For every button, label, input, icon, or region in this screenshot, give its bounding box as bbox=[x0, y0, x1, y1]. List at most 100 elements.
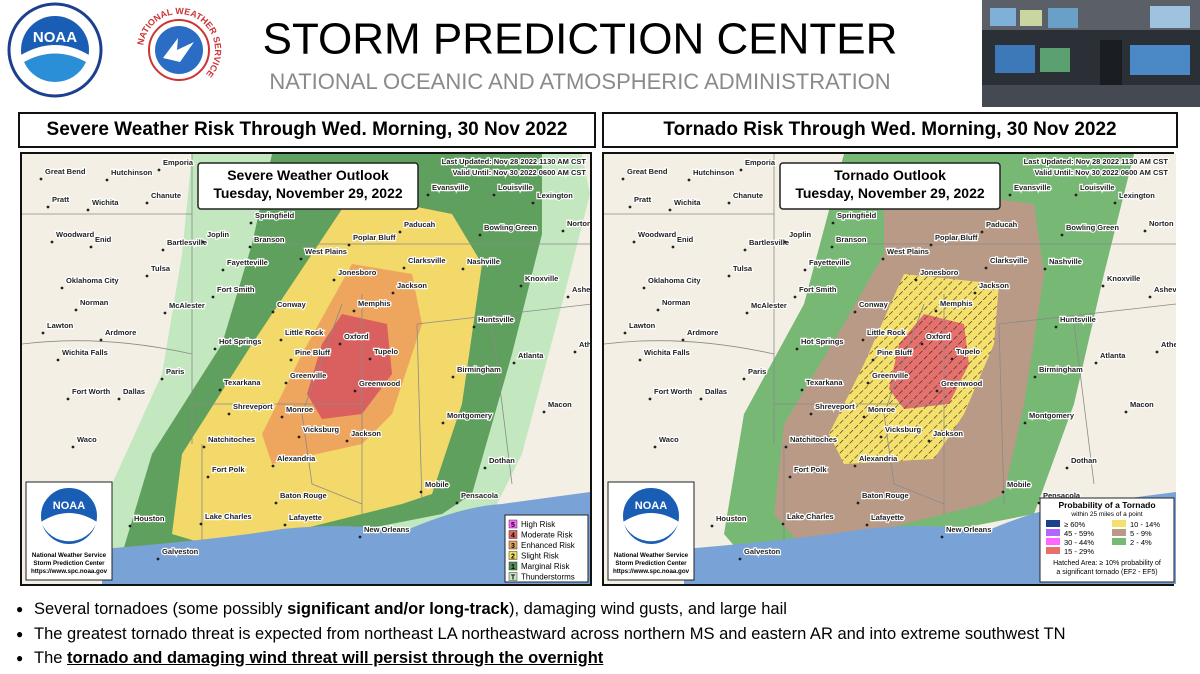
city-label: Bowling Green bbox=[1066, 223, 1119, 232]
city-label: Greenville bbox=[290, 371, 326, 380]
bullet: The greatest tornado threat is expected … bbox=[16, 622, 1200, 647]
city-dot bbox=[128, 524, 132, 528]
bullet-text: ), damaging wind gusts, and large hail bbox=[508, 600, 787, 618]
severe-map: Great Bend Emporia Hutchinson Pratt Wichita C… bbox=[22, 154, 590, 584]
city-label: Dothan bbox=[489, 456, 515, 465]
city-dot bbox=[280, 415, 284, 419]
city-dot bbox=[940, 535, 944, 539]
city-dot bbox=[566, 295, 570, 299]
city-dot bbox=[727, 274, 731, 278]
outlook-date: Tuesday, November 29, 2022 bbox=[213, 185, 403, 201]
city-dot bbox=[461, 267, 465, 271]
city-label: Great Bend bbox=[45, 167, 86, 176]
last-updated: Last Updated: Nov 28 2022 1130 AM CST bbox=[1024, 157, 1169, 166]
city-label: Macon bbox=[1130, 400, 1154, 409]
city-dot bbox=[668, 208, 672, 212]
city-dot bbox=[784, 445, 788, 449]
city-dot bbox=[623, 331, 627, 335]
bullet: The tornado and damaging wind threat wil… bbox=[16, 646, 1200, 671]
city-label: Dallas bbox=[123, 387, 145, 396]
city-label: Norman bbox=[662, 298, 691, 307]
city-dot bbox=[157, 168, 161, 172]
city-label: Waco bbox=[77, 435, 97, 444]
city-dot bbox=[163, 311, 167, 315]
city-dot bbox=[681, 338, 685, 342]
city-label: Birmingham bbox=[457, 365, 501, 374]
city-dot bbox=[41, 331, 45, 335]
city-label: Vicksburg bbox=[885, 425, 922, 434]
city-dot bbox=[248, 245, 252, 249]
city-label: Great Bend bbox=[627, 167, 668, 176]
legend-label: High Risk bbox=[521, 520, 556, 529]
city-label: Wichita bbox=[674, 198, 701, 207]
city-label: Poplar Bluff bbox=[353, 233, 396, 242]
city-dot bbox=[426, 193, 430, 197]
city-dot bbox=[156, 557, 160, 561]
city-label: Fort Smith bbox=[799, 285, 837, 294]
city-label: Monroe bbox=[868, 405, 895, 414]
city-label: Enid bbox=[677, 235, 694, 244]
city-dot bbox=[862, 415, 866, 419]
city-label: Oxford bbox=[926, 332, 951, 341]
city-dot bbox=[161, 248, 165, 252]
city-dot bbox=[671, 245, 675, 249]
city-label: Mobile bbox=[1007, 480, 1031, 489]
bullet-text: Several tornadoes (some possibly bbox=[34, 600, 288, 618]
city-dot bbox=[211, 295, 215, 299]
city-label: Dallas bbox=[705, 387, 727, 396]
city-dot bbox=[39, 177, 43, 181]
header-subtitle: NATIONAL OCEANIC AND ATMOSPHERIC ADMINIS… bbox=[269, 69, 890, 94]
city-dot bbox=[648, 397, 652, 401]
legend-swatch bbox=[1046, 529, 1060, 536]
city-label: Jackson bbox=[933, 429, 963, 438]
city-dot bbox=[727, 201, 731, 205]
city-dot bbox=[653, 445, 657, 449]
city-label: McAlester bbox=[169, 301, 205, 310]
map-panel: Great Bend Emporia Hutchinson Pratt Wichita C… bbox=[20, 152, 592, 586]
bullet-list: Several tornadoes (some possibly signifi… bbox=[14, 597, 1200, 671]
city-dot bbox=[632, 240, 636, 244]
city-dot bbox=[46, 205, 50, 209]
city-dot bbox=[781, 522, 785, 526]
legend-box bbox=[1039, 497, 1175, 583]
city-label: Pensacola bbox=[461, 491, 499, 500]
city-label: Emporia bbox=[745, 158, 776, 167]
legend-label: Moderate Risk bbox=[521, 531, 574, 540]
city-dot bbox=[50, 240, 54, 244]
city-dot bbox=[853, 310, 857, 314]
city-dot bbox=[66, 397, 70, 401]
city-label: Enid bbox=[95, 235, 112, 244]
city-label: Bartlesville bbox=[167, 238, 207, 247]
city-label: Jonesboro bbox=[920, 268, 959, 277]
city-label: Branson bbox=[254, 235, 285, 244]
city-dot bbox=[1124, 410, 1128, 414]
legend-number: 4 bbox=[511, 533, 515, 540]
city-label: Memphis bbox=[358, 299, 391, 308]
city-dot bbox=[1054, 325, 1058, 329]
legend-swatch bbox=[508, 561, 518, 571]
city-label: Springfield bbox=[255, 211, 295, 220]
panel-title: Tornado Risk Through Wed. Morning, 30 No… bbox=[602, 112, 1178, 148]
city-label: Paducah bbox=[404, 220, 436, 229]
city-dot bbox=[745, 311, 749, 315]
city-dot bbox=[145, 201, 149, 205]
city-label: Lexington bbox=[537, 191, 573, 200]
city-dot bbox=[60, 286, 64, 290]
city-label: Pratt bbox=[52, 195, 70, 204]
legend-note: Hatched Area: ≥ 10% probability of bbox=[1053, 560, 1161, 567]
city-dot bbox=[274, 501, 278, 505]
city-dot bbox=[289, 358, 293, 362]
city-dot bbox=[227, 412, 231, 416]
city-dot bbox=[1060, 233, 1064, 237]
city-label: Woodward bbox=[638, 230, 677, 239]
city-dot bbox=[856, 501, 860, 505]
city-dot bbox=[74, 308, 78, 312]
city-label: Alexandria bbox=[277, 454, 316, 463]
city-label: Mobile bbox=[425, 480, 449, 489]
city-dot bbox=[1074, 193, 1078, 197]
city-label: Tupelo bbox=[956, 347, 980, 356]
city-dot bbox=[441, 421, 445, 425]
city-label: Lafayette bbox=[289, 513, 322, 522]
city-dot bbox=[795, 347, 799, 351]
city-label: Athens bbox=[1161, 340, 1176, 349]
